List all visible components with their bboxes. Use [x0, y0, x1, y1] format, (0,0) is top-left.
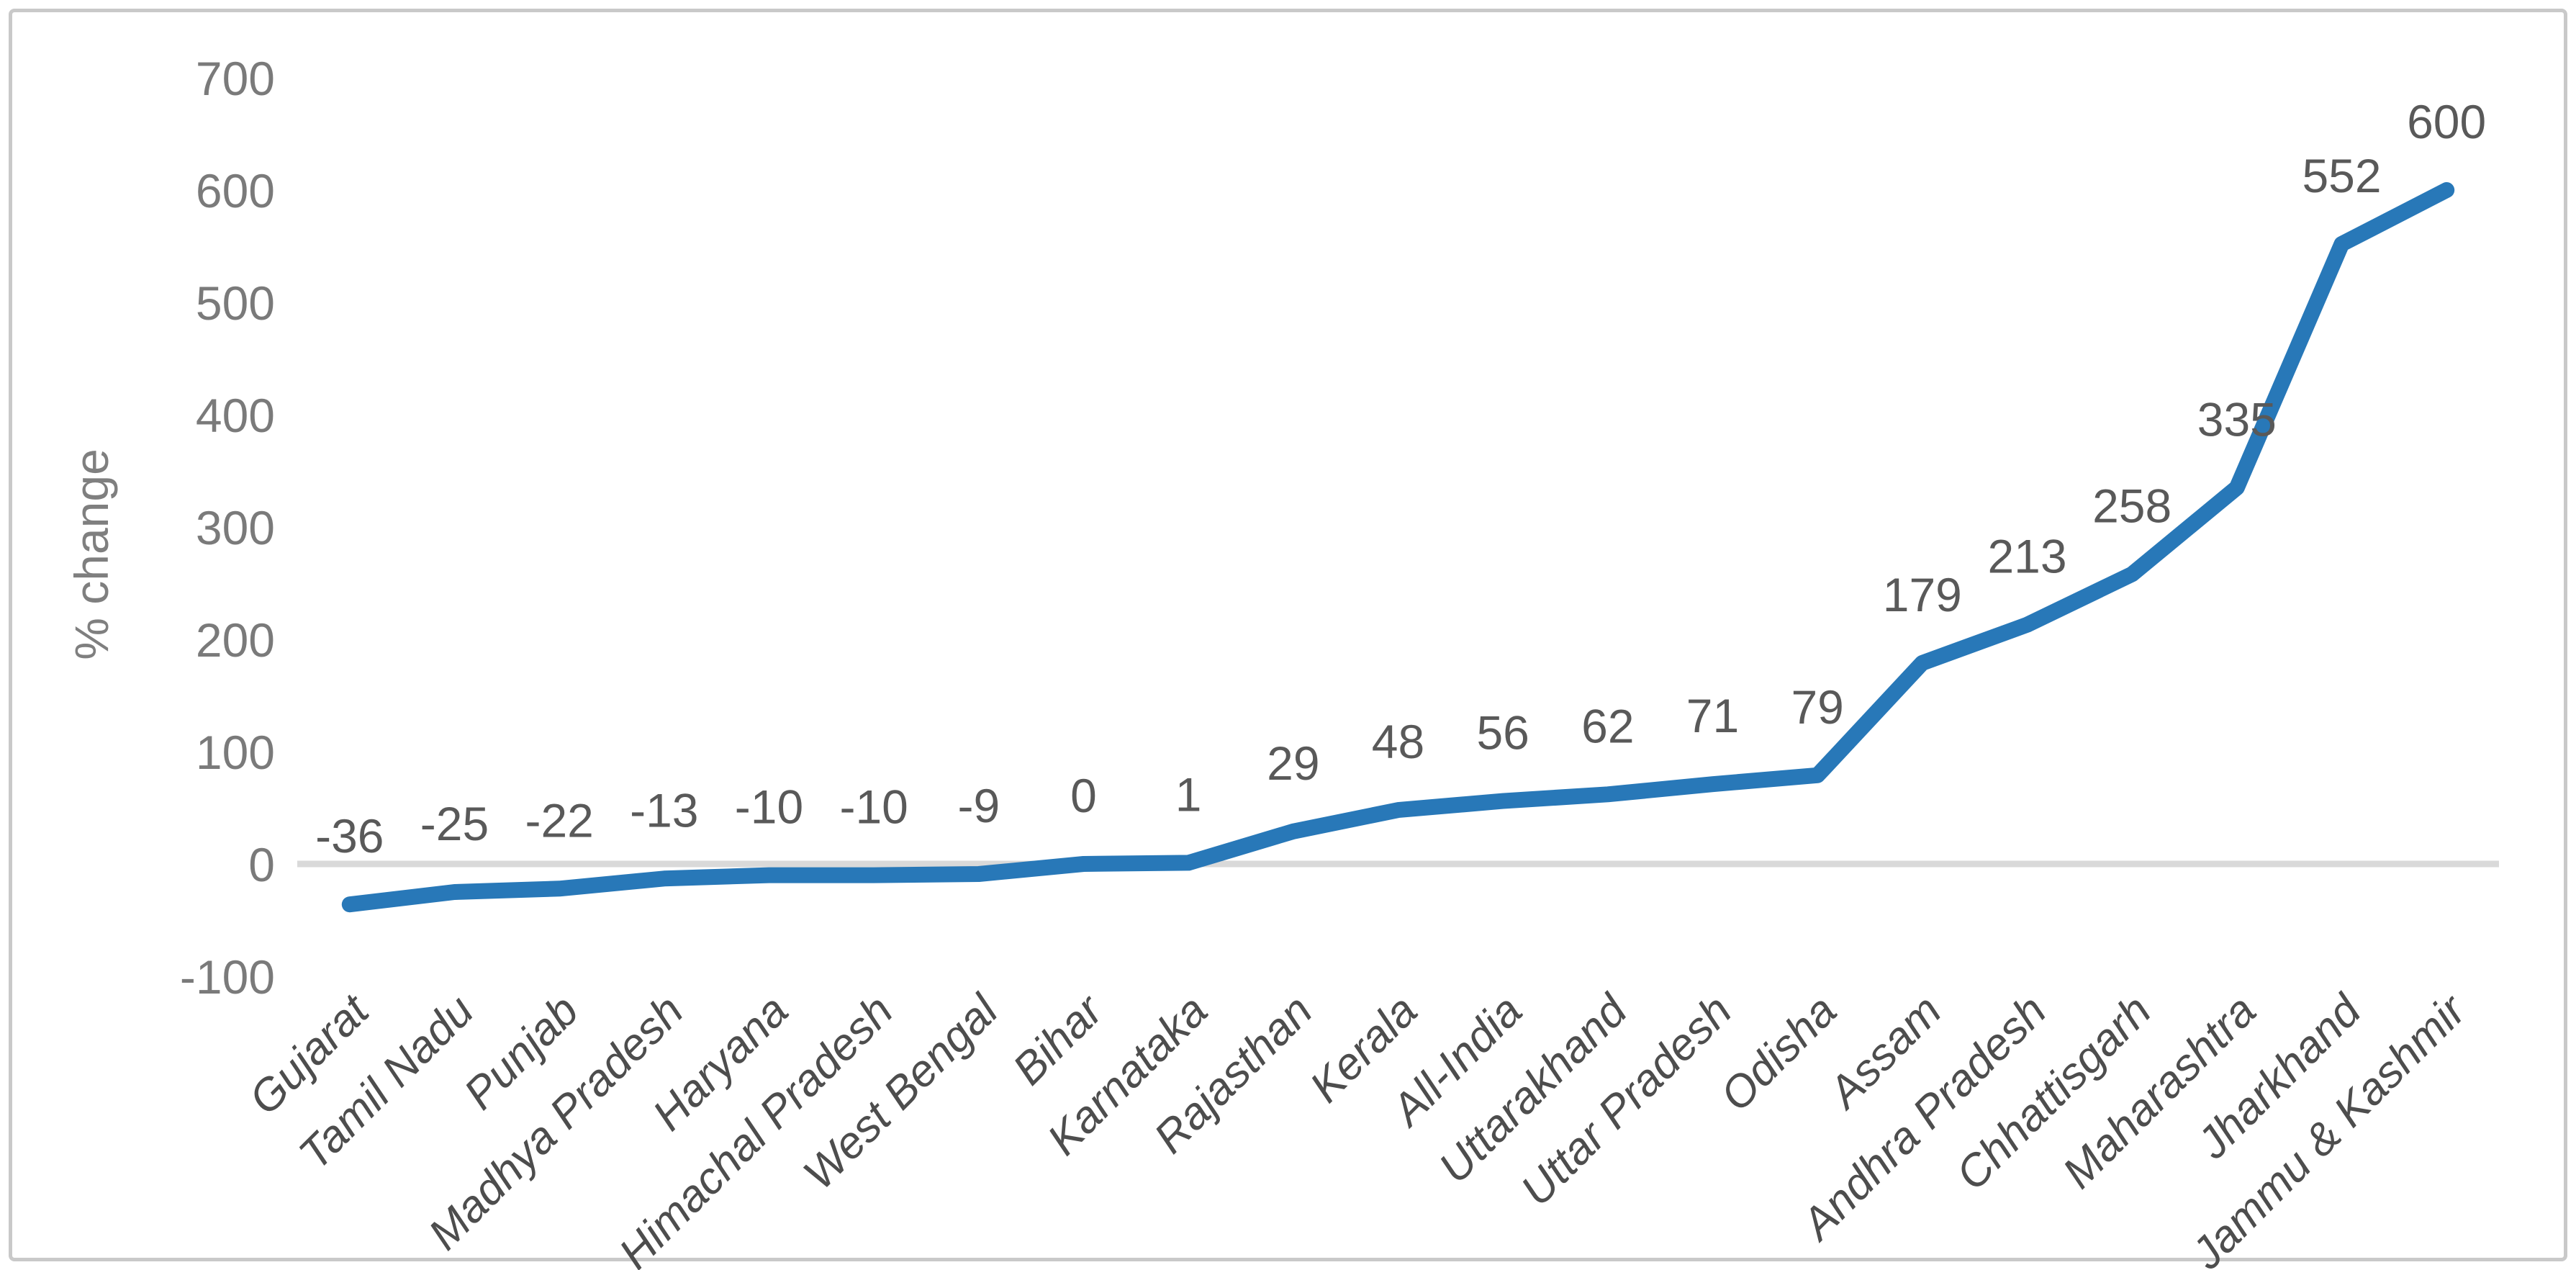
y-axis-ticks-group: 700 600 500 400 300 200 100 0 -100	[180, 52, 275, 1004]
data-label: 335	[2197, 392, 2277, 446]
data-label: -22	[525, 793, 593, 847]
data-label: 258	[2092, 479, 2171, 533]
data-label: 179	[1883, 568, 1962, 621]
data-label: 1	[1175, 767, 1202, 821]
y-tick-label: 400	[196, 389, 275, 442]
series-line	[341, 182, 2455, 913]
series-line-group	[341, 182, 2455, 913]
data-label: -36	[315, 809, 384, 863]
data-label: 62	[1581, 699, 1634, 752]
x-category-label: Odisha	[1711, 986, 1846, 1121]
data-label: 29	[1267, 737, 1319, 790]
data-label: 600	[2407, 95, 2486, 148]
data-label: -9	[957, 779, 1000, 832]
y-tick-label: 500	[196, 276, 275, 330]
data-label: 71	[1686, 689, 1739, 742]
y-tick-label: 700	[196, 52, 275, 105]
y-tick-label: 300	[196, 501, 275, 554]
y-axis-title: % change	[65, 449, 118, 660]
data-label: 213	[1987, 530, 2066, 583]
data-label: 0	[1070, 769, 1097, 822]
data-label: -10	[839, 780, 908, 834]
y-tick-label: 200	[196, 613, 275, 667]
chart-frame	[9, 9, 2567, 1261]
y-tick-label: -100	[180, 950, 275, 1004]
data-label: 79	[1791, 680, 1843, 734]
data-labels-group: -36 -25 -22 -13 -10 -10 -9 0 1 29 48 56 62 71 79 179 213…	[315, 95, 2486, 863]
y-tick-label: 600	[196, 164, 275, 217]
data-label: 552	[2302, 149, 2381, 202]
data-label: -25	[420, 797, 489, 850]
y-tick-label: 0	[248, 838, 275, 891]
data-label: 56	[1476, 706, 1529, 760]
data-label: -10	[735, 780, 803, 834]
y-tick-label: 100	[196, 726, 275, 779]
data-label: -13	[630, 783, 698, 837]
data-label: 48	[1372, 715, 1424, 768]
